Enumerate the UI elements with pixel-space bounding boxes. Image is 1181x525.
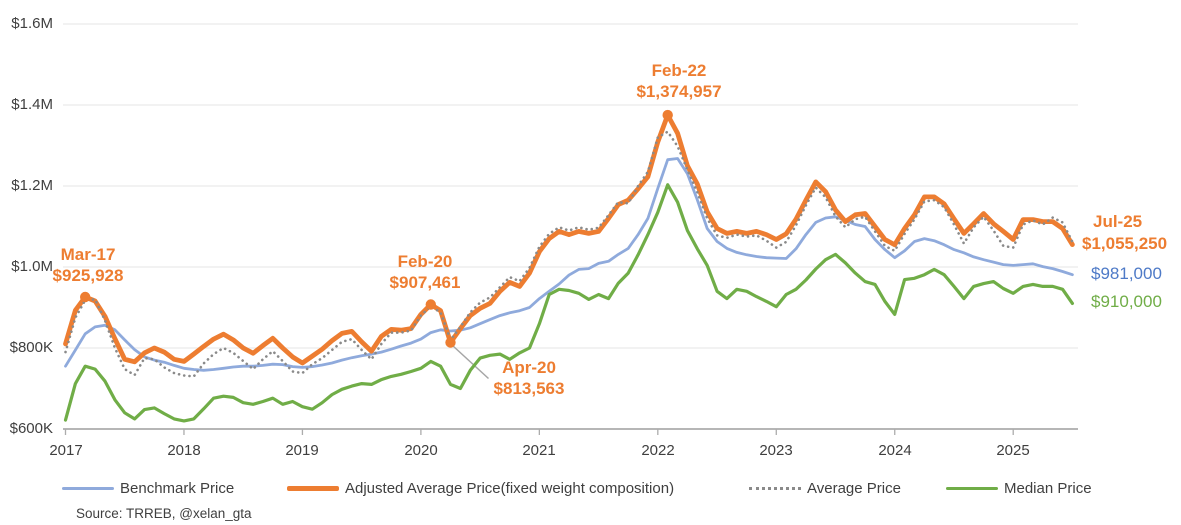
annotation-date: Apr-20 <box>502 358 556 377</box>
x-axis-label: 2018 <box>167 442 201 459</box>
series-line-benchmark-price <box>64 157 1074 372</box>
data-marker-mar17 <box>80 291 91 303</box>
latest-value-adjusted-average-price-fixed-weight-composition: $1,055,250 <box>1082 234 1168 253</box>
annotation-leader-line <box>451 344 490 380</box>
legend-label: Average Price <box>807 480 901 497</box>
latest-value-benchmark-price: $981,000 <box>1091 264 1162 283</box>
annotation-date: Feb-22 <box>651 61 707 80</box>
legend-swatch-dotted-line-icon <box>749 487 801 490</box>
data-marker-feb22 <box>662 109 673 121</box>
annotation-date: Mar-17 <box>60 245 116 264</box>
series-line-average-price <box>64 130 1074 378</box>
annotation-apr20: Apr-20 $813,563 <box>419 357 639 399</box>
x-axis-label: 2022 <box>641 442 675 459</box>
y-axis-label: $1.2M <box>11 177 53 194</box>
source-credit: Source: TRREB, @xelan_gta <box>76 506 252 521</box>
latest-value-median-price: $910,000 <box>1091 292 1162 311</box>
annotation-mar17: Mar-17 $925,928 <box>0 244 198 286</box>
x-axis-label: 2023 <box>759 442 793 459</box>
data-marker-feb20 <box>425 299 436 310</box>
annotation-value: $813,563 <box>493 379 565 398</box>
y-axis-label: $600K <box>9 420 53 437</box>
x-axis-label: 2020 <box>404 442 438 459</box>
chart-legend: Benchmark Price Adjusted Average Price(fi… <box>0 0 1181 497</box>
legend-swatch-solid-line-icon <box>946 487 998 490</box>
legend-label: Benchmark Price <box>120 480 235 497</box>
y-axis-label: $1.0M <box>11 258 53 275</box>
annotation-date: Feb-20 <box>397 252 453 271</box>
annotation-feb22: Feb-22 $1,374,957 <box>569 60 789 102</box>
y-axis-label: $800K <box>9 339 53 356</box>
data-marker-apr20 <box>445 337 456 348</box>
x-axis-label: 2021 <box>522 442 556 459</box>
legend-swatch-solid-thick-line-icon <box>287 486 339 491</box>
annotation-value: $907,461 <box>389 273 461 292</box>
annotation-feb20: Feb-20 $907,461 <box>315 251 535 293</box>
x-axis-label: 2025 <box>996 442 1030 459</box>
legend-label: Adjusted Average Price(fixed weight comp… <box>345 480 675 497</box>
y-axis-label: $1.4M <box>11 96 53 113</box>
legend-swatch-solid-line-icon <box>62 487 114 490</box>
x-axis-label: 2019 <box>285 442 319 459</box>
x-axis-label: 2024 <box>878 442 912 459</box>
y-axis-label: $1.6M <box>11 15 53 32</box>
annotation-value: $925,928 <box>52 266 124 285</box>
annotation-value: $1,374,957 <box>636 82 722 101</box>
series-line-median-price <box>63 183 1074 423</box>
legend-label: Median Price <box>1004 480 1092 497</box>
series-line-adjusted-average-price-fixed-weight-composition <box>63 112 1075 366</box>
latest-date-label: Jul-25 <box>1093 212 1143 231</box>
x-axis-label: 2017 <box>49 442 83 459</box>
